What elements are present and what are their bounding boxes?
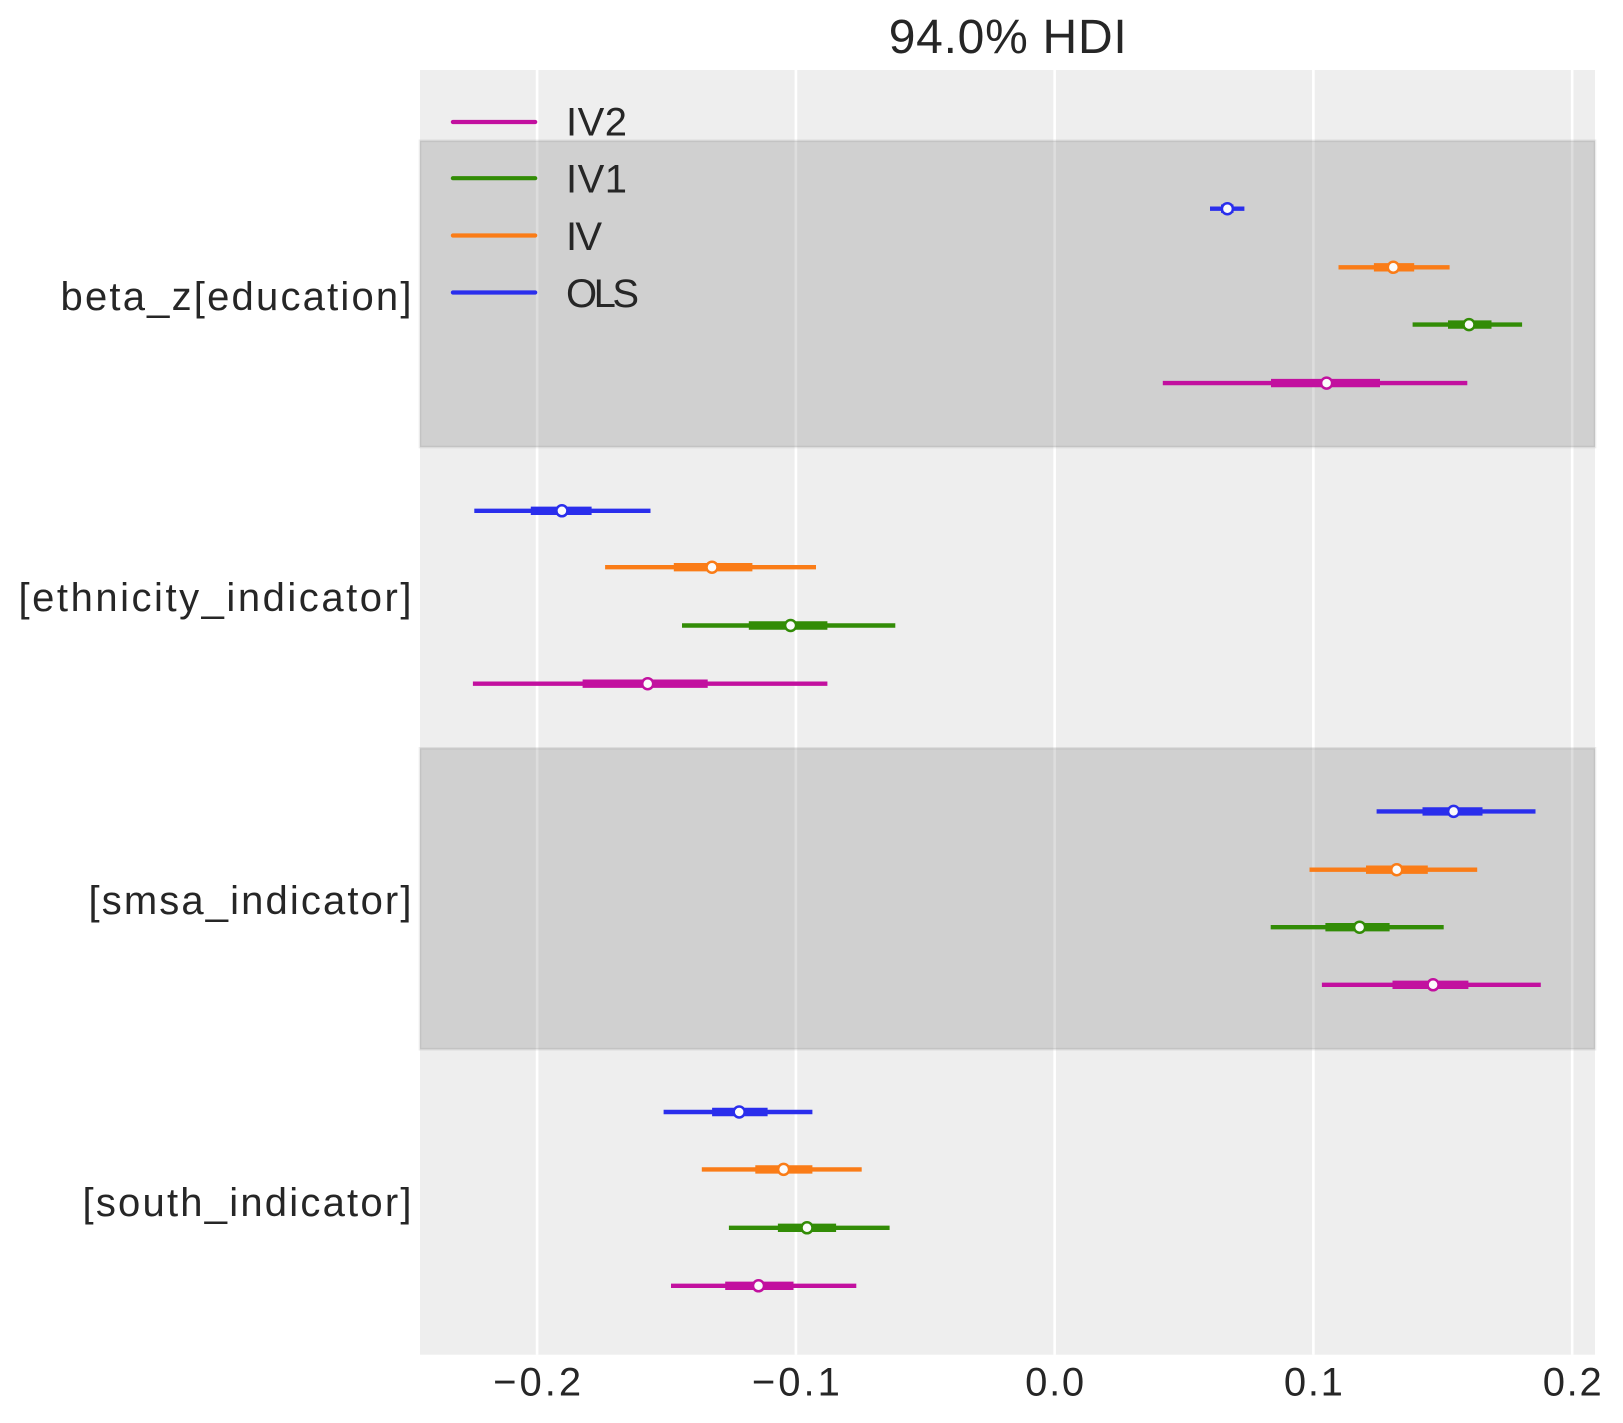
svg-text:IV1: IV1: [566, 158, 627, 202]
svg-text:94.0% HDI: 94.0% HDI: [889, 11, 1127, 64]
svg-text:[south_indicator]: [south_indicator]: [83, 1181, 412, 1225]
svg-text:OLS: OLS: [566, 272, 639, 316]
svg-text:−0.1: −0.1: [752, 1361, 840, 1405]
svg-text:−0.2: −0.2: [493, 1361, 581, 1405]
svg-text:beta_z[education]: beta_z[education]: [61, 275, 412, 319]
svg-text:0.1: 0.1: [1284, 1361, 1343, 1405]
svg-text:0.0: 0.0: [1025, 1361, 1084, 1405]
svg-text:[smsa_indicator]: [smsa_indicator]: [89, 879, 412, 923]
svg-text:IV2: IV2: [566, 101, 627, 145]
svg-text:0.2: 0.2: [1543, 1361, 1602, 1405]
svg-text:IV: IV: [566, 215, 602, 259]
svg-text:[ethnicity_indicator]: [ethnicity_indicator]: [19, 576, 412, 620]
